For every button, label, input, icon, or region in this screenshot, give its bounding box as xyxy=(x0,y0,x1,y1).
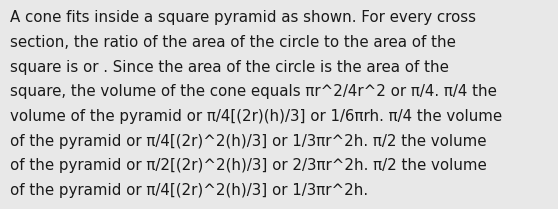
Text: section, the ratio of the area of the circle to the area of the: section, the ratio of the area of the ci… xyxy=(10,35,456,50)
Text: of the pyramid or π/4[(2r)^2(h)/3] or 1/3πr^2h. π/2 the volume: of the pyramid or π/4[(2r)^2(h)/3] or 1/… xyxy=(10,134,487,149)
Text: square, the volume of the cone equals πr^2/4r^2 or π/4. π/4 the: square, the volume of the cone equals πr… xyxy=(10,84,497,99)
Text: of the pyramid or π/4[(2r)^2(h)/3] or 1/3πr^2h.: of the pyramid or π/4[(2r)^2(h)/3] or 1/… xyxy=(10,183,368,198)
Text: A cone fits inside a square pyramid as shown. For every cross: A cone fits inside a square pyramid as s… xyxy=(10,10,476,25)
Text: square is or . Since the area of the circle is the area of the: square is or . Since the area of the cir… xyxy=(10,60,449,75)
Text: volume of the pyramid or π/4[(2r)(h)/3] or 1/6πrh. π/4 the volume: volume of the pyramid or π/4[(2r)(h)/3] … xyxy=(10,109,502,124)
Text: of the pyramid or π/2[(2r)^2(h)/3] or 2/3πr^2h. π/2 the volume: of the pyramid or π/2[(2r)^2(h)/3] or 2/… xyxy=(10,158,487,173)
